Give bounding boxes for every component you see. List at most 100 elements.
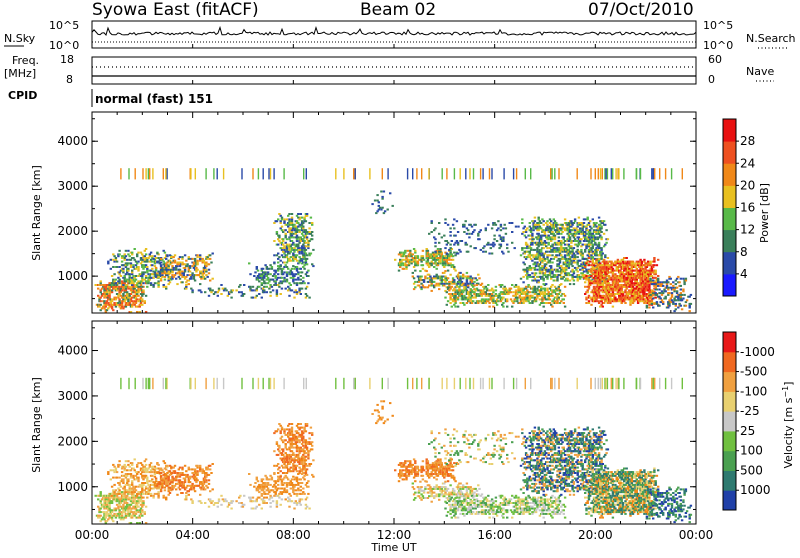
velocity-cell bbox=[126, 502, 129, 504]
power-cell bbox=[552, 298, 555, 301]
power-cell bbox=[141, 285, 144, 288]
power-cell bbox=[117, 280, 120, 283]
power-cell bbox=[573, 254, 577, 257]
power-cell bbox=[430, 277, 433, 280]
power-cell bbox=[624, 302, 627, 304]
power-cell bbox=[659, 292, 662, 295]
velocity-cell bbox=[124, 514, 128, 517]
power-cell bbox=[644, 294, 647, 297]
power-cell bbox=[586, 289, 589, 292]
power-cell bbox=[483, 245, 486, 248]
power-cell bbox=[177, 263, 180, 266]
power-cell bbox=[536, 289, 539, 292]
power-cell bbox=[635, 260, 638, 263]
power-cell bbox=[304, 245, 308, 248]
power-cell bbox=[532, 256, 535, 259]
power-cell bbox=[171, 277, 174, 280]
power-cell bbox=[641, 289, 645, 292]
power-cell bbox=[312, 265, 315, 268]
power-cell bbox=[531, 240, 534, 242]
power-cell bbox=[621, 260, 625, 263]
power-cell bbox=[410, 253, 413, 256]
power-cell bbox=[474, 223, 477, 226]
power-cell bbox=[124, 255, 128, 258]
power-cell bbox=[607, 267, 611, 270]
power-cell bbox=[407, 264, 411, 267]
power-cell bbox=[162, 168, 164, 180]
velocity-cell bbox=[115, 471, 119, 474]
power-cell bbox=[478, 300, 481, 303]
power-cell bbox=[652, 271, 655, 274]
velocity-cell bbox=[136, 502, 139, 504]
power-cell bbox=[307, 245, 310, 248]
power-cell bbox=[538, 259, 542, 262]
power-cell bbox=[551, 291, 554, 294]
power-cell bbox=[512, 302, 515, 304]
power-cell bbox=[563, 270, 567, 273]
power-cell bbox=[112, 287, 115, 290]
power-cell bbox=[638, 285, 641, 288]
power-cell bbox=[541, 272, 544, 275]
power-cell bbox=[421, 284, 425, 287]
power-cell bbox=[429, 262, 432, 265]
power-cell bbox=[113, 284, 116, 286]
power-cell bbox=[128, 296, 131, 299]
power-cell bbox=[551, 243, 554, 246]
power-cell bbox=[552, 232, 555, 235]
power-cell bbox=[285, 256, 289, 259]
power-cell bbox=[644, 298, 647, 301]
power-cell bbox=[620, 289, 623, 292]
power-cell bbox=[271, 275, 275, 277]
power-cell bbox=[587, 278, 591, 281]
power-cell bbox=[641, 280, 645, 283]
power-cell bbox=[139, 258, 143, 261]
power-cell bbox=[541, 234, 544, 237]
velocity-cell bbox=[139, 498, 143, 501]
power-cell bbox=[674, 302, 677, 305]
power-cell bbox=[571, 240, 574, 242]
power-cell bbox=[650, 280, 654, 283]
power-cell bbox=[171, 270, 174, 273]
power-cell bbox=[202, 259, 206, 262]
power-cell bbox=[464, 282, 467, 285]
power-cell bbox=[127, 298, 130, 301]
power-cell bbox=[469, 277, 472, 280]
power-cell bbox=[304, 261, 308, 264]
power-cell bbox=[136, 266, 139, 268]
power-cell bbox=[657, 283, 660, 286]
power-cell bbox=[614, 296, 617, 299]
power-cell bbox=[550, 220, 553, 223]
power-cell bbox=[175, 277, 178, 280]
power-cell bbox=[300, 282, 304, 285]
power-cell bbox=[105, 293, 109, 295]
power-cell bbox=[456, 291, 460, 294]
power-cell bbox=[131, 253, 134, 256]
power-cell bbox=[275, 294, 279, 297]
power-cell bbox=[434, 241, 437, 244]
power-cell bbox=[528, 250, 531, 253]
power-cell bbox=[271, 278, 275, 281]
power-cell bbox=[629, 296, 632, 299]
power-cell bbox=[472, 296, 475, 299]
power-cell bbox=[644, 273, 647, 276]
power-cell bbox=[616, 287, 620, 290]
power-cell bbox=[103, 307, 106, 310]
velocity-cell bbox=[126, 482, 129, 484]
power-cell bbox=[650, 271, 654, 274]
power-cell bbox=[504, 291, 508, 294]
power-cell bbox=[468, 223, 471, 226]
power-cell bbox=[555, 296, 558, 299]
power-cell bbox=[289, 276, 292, 279]
power-cell bbox=[303, 252, 306, 255]
power-cell bbox=[551, 225, 554, 228]
power-cell bbox=[590, 247, 593, 250]
power-cell bbox=[463, 294, 466, 297]
power-cell bbox=[431, 251, 435, 254]
power-cell bbox=[454, 293, 457, 295]
power-cell bbox=[542, 223, 545, 226]
power-cell bbox=[298, 261, 301, 264]
power-cell bbox=[599, 284, 602, 286]
power-cell bbox=[259, 276, 262, 279]
power-cell bbox=[469, 291, 472, 294]
power-cell bbox=[638, 294, 641, 297]
